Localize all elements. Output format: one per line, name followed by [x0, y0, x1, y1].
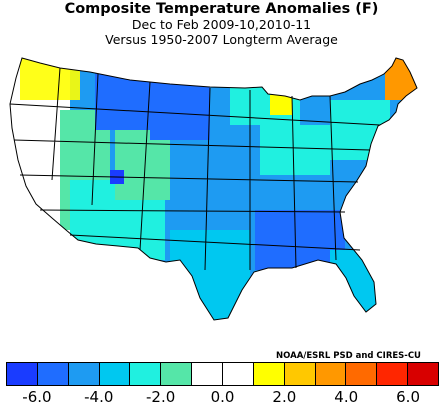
colorbar-swatch: [377, 363, 409, 385]
colorbar-swatch: [192, 363, 224, 385]
colorbar-swatch: [37, 363, 69, 385]
map-title: Composite Temperature Anomalies (F): [64, 1, 379, 17]
colorbar-swatch: [284, 363, 316, 385]
colorbar-tick-label: 2.0: [272, 388, 297, 406]
region-ohio-valley: [260, 125, 330, 175]
map-period: Dec to Feb 2009-10,2010-11: [131, 17, 312, 32]
region-michigan-warm: [270, 95, 292, 115]
region-texas: [170, 230, 250, 320]
colorbar-swatch: [130, 363, 162, 385]
colorbar-ticks: -6.0 -4.0 -2.0 0.0 2.0 4.0 6.0: [0, 386, 443, 406]
colorbar-swatch: [408, 363, 439, 385]
colorbar-swatch: [7, 363, 38, 385]
title-block: Composite Temperature Anomalies (F) Dec …: [0, 1, 443, 47]
state-borders: [9, 57, 418, 321]
region-maine: [385, 58, 417, 100]
colorbar-tick-label: -6.0: [22, 388, 52, 406]
colorbar-swatch: [68, 363, 100, 385]
map-baseline: Versus 1950-2007 Longterm Average: [105, 32, 338, 47]
colorbar-tick-label: 0.0: [210, 388, 235, 406]
colorbar-tick-label: 4.0: [334, 388, 359, 406]
region-pnw-warm: [20, 58, 80, 100]
colorbar-swatch: [223, 363, 254, 385]
colorbar-swatch: [161, 363, 193, 385]
region-northern-rockies: [95, 60, 150, 130]
colorbar-swatch: [315, 363, 347, 385]
region-dakotas: [150, 80, 210, 140]
colorbar-tick-label: -4.0: [84, 388, 114, 406]
region-southern-rockies: [115, 130, 170, 200]
colorbar-tick-label: 6.0: [396, 388, 420, 406]
region-northeast: [330, 100, 390, 160]
colorbar: [6, 362, 439, 386]
region-florida: [330, 250, 380, 320]
colorbar-swatch: [253, 363, 285, 385]
colorbar-tick-label: -2.0: [146, 388, 176, 406]
colorbar-swatch: [346, 363, 378, 385]
colorbar-swatch: [99, 363, 131, 385]
data-credit: NOAA/ESRL PSD and CIRES-CU: [276, 351, 421, 361]
